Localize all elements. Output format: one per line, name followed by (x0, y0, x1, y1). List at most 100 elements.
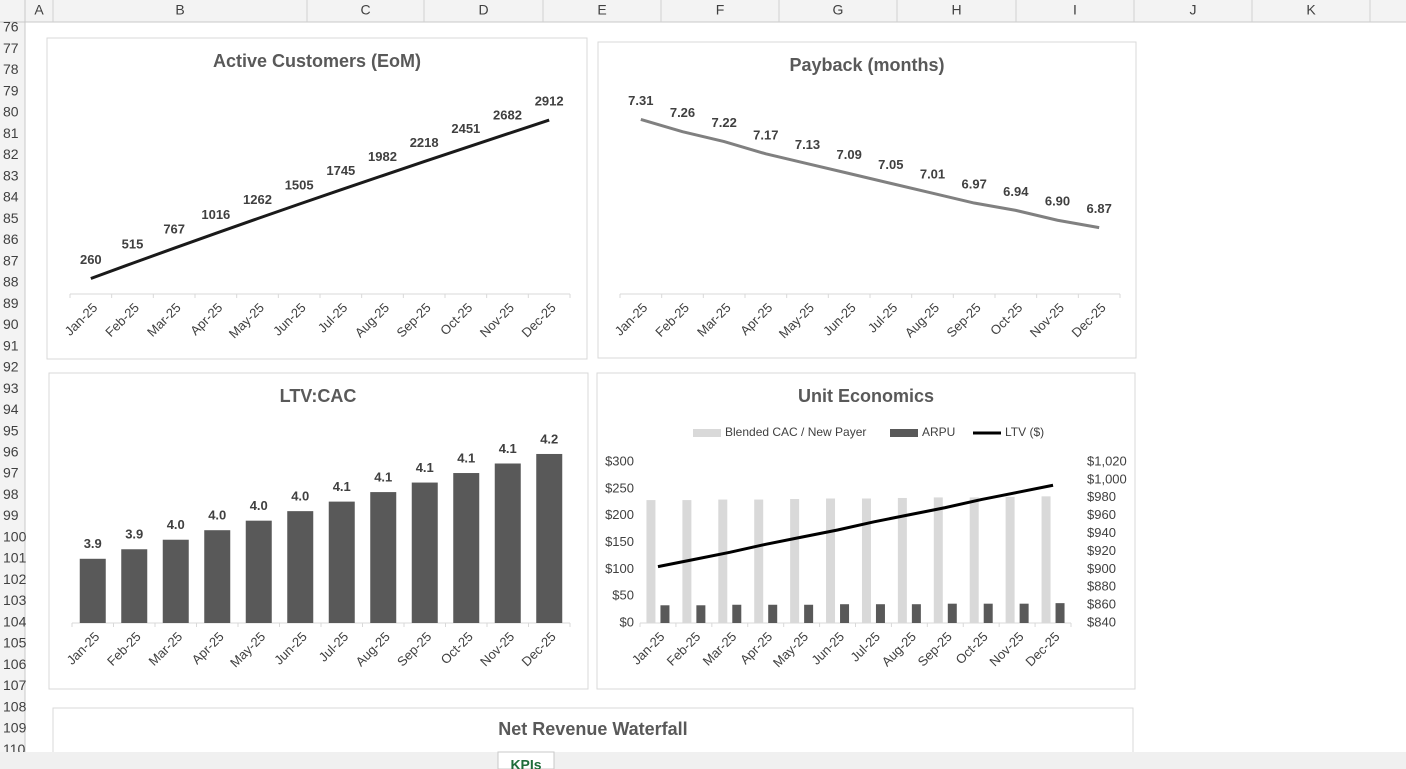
bar (754, 499, 764, 623)
bar (79, 558, 106, 623)
data-label: 3.9 (84, 536, 102, 551)
y2-tick-label: $1,020 (1087, 453, 1127, 468)
line-series (640, 117, 1100, 230)
bar (947, 603, 957, 623)
row-header: 85 (3, 210, 19, 226)
y2-tick-label: $840 (1087, 614, 1116, 629)
data-label: 7.31 (628, 93, 653, 108)
data-label: 4.1 (499, 441, 517, 456)
data-label: 260 (80, 252, 102, 267)
row-header-bar (0, 0, 25, 769)
chart-title: Unit Economics (798, 386, 934, 406)
data-label: 4.0 (167, 517, 185, 532)
row-header: 81 (3, 125, 19, 141)
bar (287, 511, 314, 623)
bar (411, 482, 438, 623)
legend-swatch (693, 429, 721, 437)
column-header: A (34, 2, 44, 18)
row-header: 82 (3, 146, 19, 162)
y-tick-label: $300 (605, 453, 634, 468)
bar (897, 497, 907, 623)
bar (1041, 496, 1051, 623)
bar (204, 530, 231, 623)
data-label: 4.1 (457, 450, 475, 465)
line-series (90, 118, 550, 280)
data-label: 1016 (201, 207, 230, 222)
data-label: 1262 (243, 192, 272, 207)
y2-tick-label: $1,000 (1087, 471, 1127, 486)
data-label: 4.2 (540, 431, 558, 446)
bar (660, 605, 670, 623)
column-header: C (360, 2, 370, 18)
row-header: 108 (3, 698, 27, 714)
row-header: 97 (3, 465, 19, 481)
sheet-tab-label[interactable]: KPIs (510, 757, 541, 769)
y-tick-label: $0 (620, 614, 634, 629)
column-header-bar (0, 0, 1406, 22)
data-label: 6.87 (1087, 201, 1112, 216)
data-label: 1745 (326, 163, 355, 178)
bar (804, 604, 814, 623)
data-label: 7.26 (670, 105, 695, 120)
row-header: 94 (3, 401, 19, 417)
row-header: 106 (3, 656, 27, 672)
y2-tick-label: $920 (1087, 543, 1116, 558)
bar (969, 497, 979, 623)
data-label: 7.17 (753, 127, 778, 142)
data-label: 2451 (451, 121, 480, 136)
bar (790, 499, 800, 623)
data-label: 3.9 (125, 527, 143, 542)
legend-swatch (890, 429, 918, 437)
y2-tick-label: $900 (1087, 561, 1116, 576)
data-label: 4.1 (333, 479, 351, 494)
y-tick-label: $200 (605, 507, 634, 522)
bar (1005, 496, 1015, 623)
data-label: 7.05 (878, 157, 903, 172)
row-header: 78 (3, 61, 19, 77)
row-header: 98 (3, 486, 19, 502)
data-label: 2912 (535, 94, 564, 109)
line-series (657, 483, 1054, 569)
bar (983, 603, 993, 623)
column-header: J (1190, 2, 1197, 18)
bar (453, 473, 480, 623)
data-label: 2218 (410, 135, 439, 150)
data-label: 767 (163, 222, 185, 237)
column-header: D (478, 2, 488, 18)
data-label: 7.01 (920, 167, 945, 182)
row-header: 101 (3, 550, 27, 566)
row-header: 104 (3, 613, 27, 629)
column-header: H (951, 2, 961, 18)
row-header: 76 (3, 19, 19, 35)
row-header: 99 (3, 507, 19, 523)
y-tick-label: $100 (605, 561, 634, 576)
row-header: 107 (3, 677, 27, 693)
bar (826, 498, 836, 623)
y-tick-label: $150 (605, 534, 634, 549)
chart-title: LTV:CAC (280, 386, 357, 406)
y-tick-label: $50 (612, 588, 634, 603)
y2-tick-label: $940 (1087, 525, 1116, 540)
row-header: 92 (3, 359, 19, 375)
row-header: 91 (3, 337, 19, 353)
sheet-tab[interactable] (497, 751, 555, 769)
data-label: 7.22 (712, 115, 737, 130)
bar (536, 453, 563, 623)
bar (121, 549, 148, 623)
y2-tick-label: $980 (1087, 489, 1116, 504)
bar (911, 604, 921, 623)
bar (370, 492, 397, 623)
sheet-tab-bar (0, 752, 1406, 769)
row-header: 80 (3, 104, 19, 120)
data-label: 1982 (368, 149, 397, 164)
data-label: 4.0 (250, 498, 268, 513)
bar (1019, 603, 1029, 623)
data-label: 7.09 (837, 147, 862, 162)
bar (718, 499, 728, 623)
data-label: 4.1 (416, 460, 434, 475)
data-label: 2682 (493, 107, 522, 122)
row-header: 96 (3, 444, 19, 460)
bar (768, 604, 778, 623)
legend-label: LTV ($) (1005, 425, 1044, 439)
data-label: 7.13 (795, 137, 820, 152)
